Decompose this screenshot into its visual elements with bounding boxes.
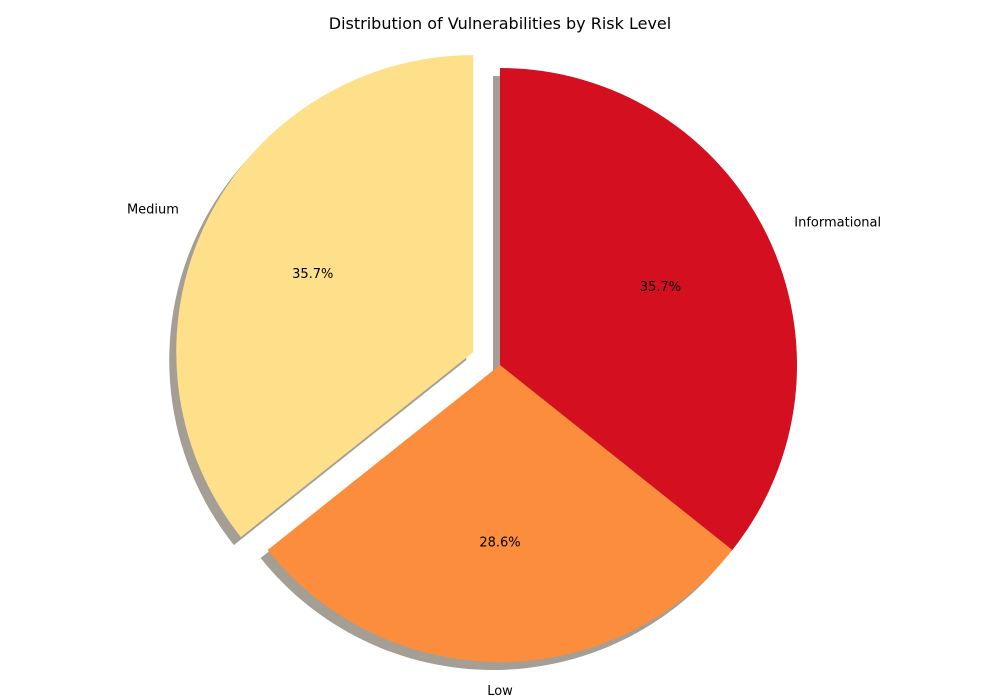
slice-percent-low: 28.6%: [479, 536, 520, 551]
pie-slice-medium: [176, 55, 474, 538]
pie-slice-informational: [500, 68, 798, 550]
slice-label-medium: Medium: [127, 203, 179, 218]
chart-title: Distribution of Vulnerabilities by Risk …: [329, 14, 671, 33]
slice-label-low: Low: [487, 684, 513, 699]
slice-layer: [176, 55, 798, 663]
label-layer: Medium 35.7% Low 28.6% Informational 35.7%: [127, 203, 881, 699]
slice-percent-medium: 35.7%: [292, 267, 333, 282]
pie-slice-low: [267, 365, 733, 663]
slice-label-informational: Informational: [794, 216, 881, 231]
slice-percent-informational: 35.7%: [640, 280, 681, 295]
